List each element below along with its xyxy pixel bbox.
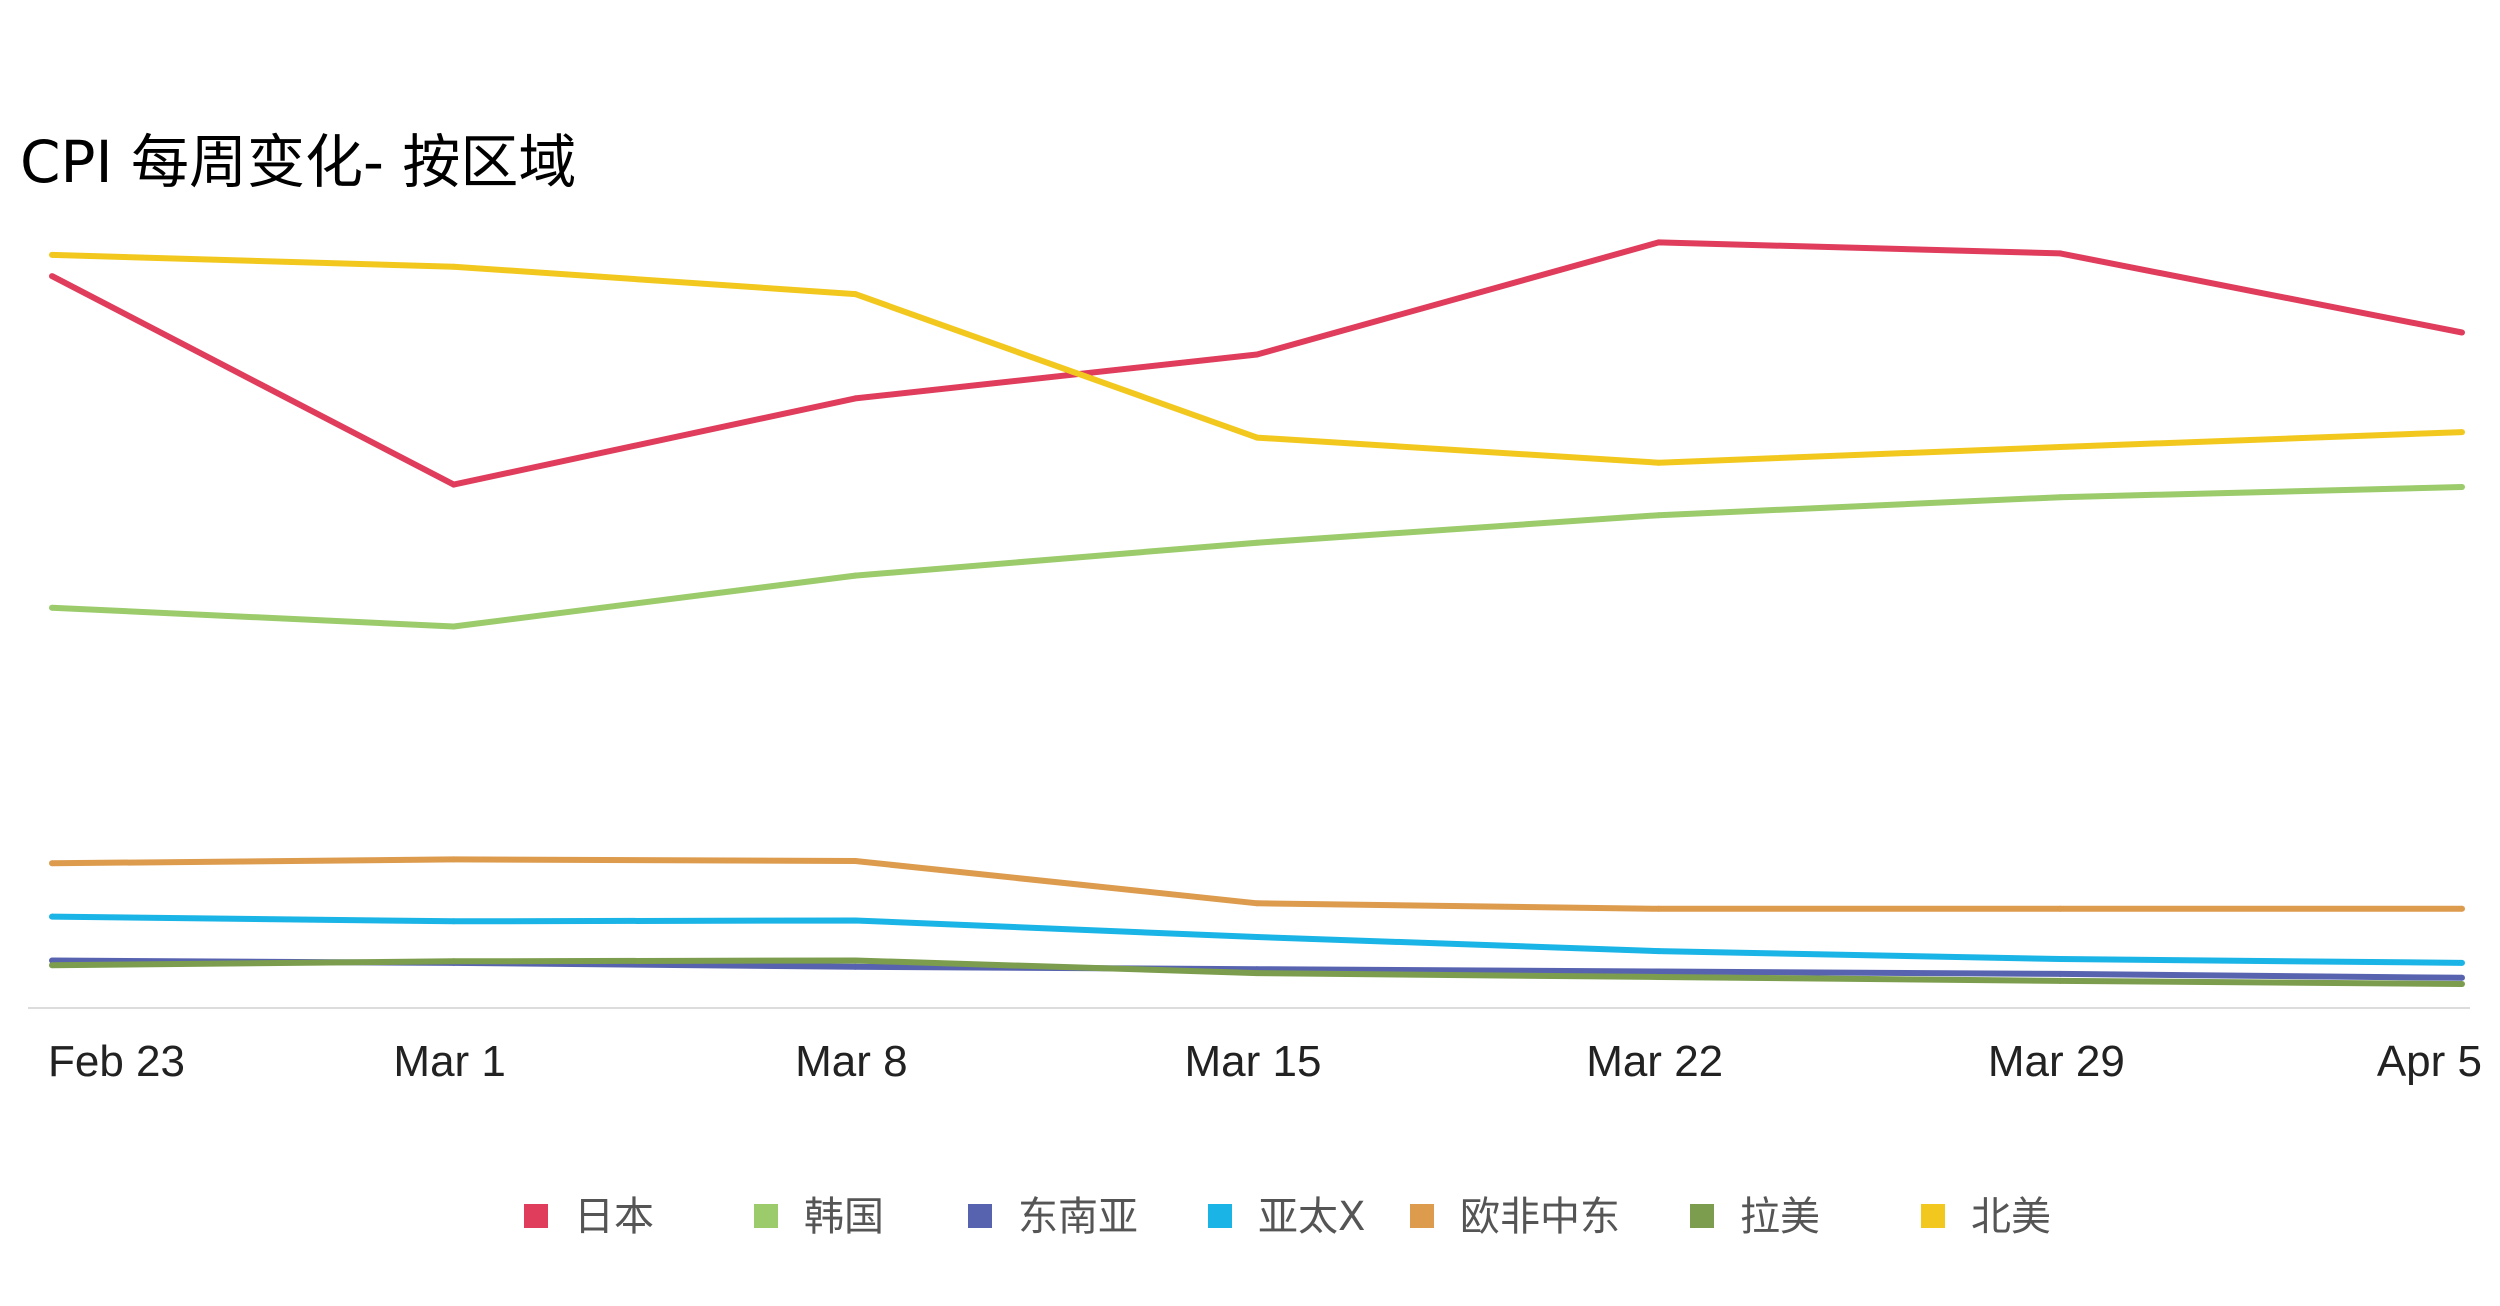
data-point-1-6 — [2459, 484, 2465, 490]
legend-item-4[interactable]: 欧非中东 — [1410, 1194, 1620, 1240]
data-point-2-6 — [2459, 974, 2465, 981]
data-point-1-1 — [450, 623, 457, 630]
data-point-3-3 — [1254, 934, 1260, 940]
legend-item-2[interactable]: 东南亚 — [968, 1194, 1138, 1240]
legend-label: 韩国 — [804, 1194, 884, 1240]
legend-label: 日本 — [574, 1194, 654, 1240]
data-point-4-4 — [1655, 905, 1662, 912]
data-point-0-6 — [2459, 329, 2465, 336]
legend-item-3[interactable]: 亚太X — [1208, 1194, 1365, 1240]
data-point-6-3 — [1254, 434, 1260, 441]
data-point-0-5 — [2057, 250, 2064, 257]
data-point-3-4 — [1655, 948, 1662, 955]
data-point-0-3 — [1254, 351, 1260, 358]
x-tick-label: Mar 8 — [795, 1037, 907, 1086]
data-point-6-4 — [1655, 459, 1662, 466]
legend-label: 亚太X — [1258, 1194, 1365, 1240]
data-point-4-5 — [2057, 905, 2064, 912]
data-point-5-3 — [1254, 970, 1260, 977]
data-point-5-4 — [1655, 974, 1662, 980]
data-point-2-2 — [852, 963, 859, 970]
series-4 — [49, 856, 2465, 912]
data-point-1-4 — [1655, 512, 1662, 519]
legend-item-6[interactable]: 北美 — [1921, 1194, 2051, 1240]
legend-swatch — [754, 1204, 778, 1228]
legend: 日本 韩国 东南亚 亚太X 欧非中东 拉美 北美 — [524, 1194, 2051, 1240]
data-point-1-3 — [1254, 539, 1260, 546]
series-6 — [49, 251, 2465, 466]
data-point-5-5 — [2057, 977, 2064, 984]
data-point-6-0 — [49, 251, 55, 258]
legend-swatch — [1921, 1204, 1945, 1228]
legend-item-0[interactable]: 日本 — [524, 1194, 654, 1240]
series-line-6 — [51, 251, 2463, 466]
data-point-0-0 — [49, 273, 55, 280]
data-point-0-4 — [1655, 239, 1662, 246]
data-point-6-6 — [2459, 429, 2465, 436]
x-tick-label: Mar 22 — [1586, 1037, 1723, 1086]
x-tick-label: Mar 29 — [1988, 1037, 2125, 1086]
data-point-5-1 — [450, 958, 457, 965]
data-point-1-0 — [49, 604, 55, 611]
data-point-6-1 — [450, 263, 457, 270]
legend-item-1[interactable]: 韩国 — [754, 1194, 884, 1240]
data-point-0-2 — [852, 395, 859, 402]
data-point-1-2 — [852, 572, 859, 579]
legend-label: 东南亚 — [1018, 1194, 1138, 1240]
legend-label: 欧非中东 — [1460, 1194, 1620, 1240]
series-1 — [49, 484, 2465, 630]
data-point-6-2 — [852, 291, 859, 298]
data-point-5-2 — [852, 957, 859, 964]
chart-title: CPI 每周变化- 按区域 — [20, 128, 576, 196]
data-point-3-5 — [2057, 956, 2064, 962]
legend-swatch — [1690, 1204, 1714, 1228]
x-tick-label: Mar 15 — [1185, 1037, 1322, 1086]
legend-label: 拉美 — [1740, 1194, 1820, 1240]
legend-swatch — [524, 1204, 548, 1228]
data-point-3-0 — [49, 913, 55, 920]
data-point-3-1 — [450, 918, 457, 925]
data-point-4-3 — [1254, 900, 1260, 907]
data-point-4-2 — [852, 858, 859, 864]
data-point-3-2 — [852, 917, 859, 924]
series-line-1 — [51, 484, 2463, 630]
data-point-2-5 — [2057, 970, 2064, 977]
legend-swatch — [1208, 1204, 1232, 1228]
data-point-2-4 — [1655, 968, 1662, 975]
legend-swatch — [1410, 1204, 1434, 1228]
data-point-0-1 — [450, 481, 457, 488]
series-5 — [49, 957, 2465, 987]
data-point-4-1 — [450, 856, 457, 863]
data-point-1-5 — [2057, 494, 2064, 501]
x-tick-label: Apr 5 — [2377, 1037, 2482, 1086]
x-tick-label: Mar 1 — [393, 1037, 505, 1086]
x-tick-label: Feb 23 — [48, 1037, 185, 1086]
data-point-4-6 — [2459, 905, 2465, 912]
series-3 — [49, 913, 2465, 966]
x-axis-ticks: Feb 23 Mar 1 Mar 8 Mar 15 Mar 22 Mar 29 Apr 5 — [48, 1037, 2482, 1086]
legend-swatch — [968, 1204, 992, 1228]
data-point-3-6 — [2459, 959, 2465, 966]
data-point-5-0 — [49, 962, 55, 969]
data-point-6-5 — [2057, 444, 2064, 450]
series-0 — [49, 239, 2465, 488]
legend-item-5[interactable]: 拉美 — [1690, 1194, 1820, 1240]
data-point-4-0 — [49, 860, 55, 867]
data-point-5-6 — [2459, 981, 2465, 987]
legend-label: 北美 — [1971, 1194, 2051, 1240]
data-point-2-0 — [49, 957, 55, 964]
series-layer — [49, 239, 2465, 987]
